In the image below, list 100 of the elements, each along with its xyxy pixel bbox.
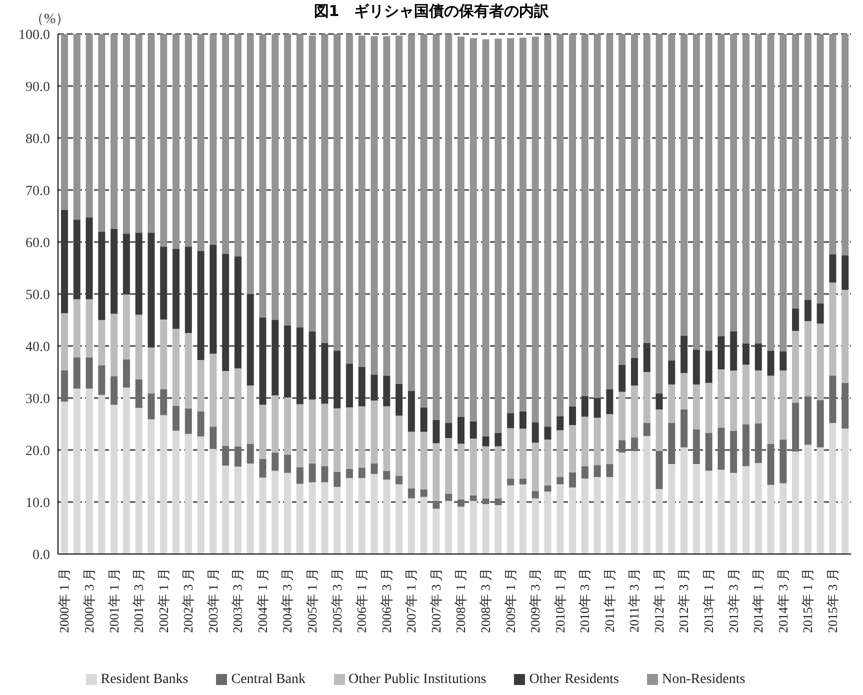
bar xyxy=(210,426,217,449)
bar xyxy=(148,232,155,348)
bar xyxy=(718,369,725,428)
bar xyxy=(730,34,738,332)
bar xyxy=(321,482,328,554)
bar xyxy=(135,408,142,554)
bar xyxy=(569,487,576,554)
y-tick-label: 20.0 xyxy=(26,444,50,459)
bar xyxy=(184,333,192,408)
bar xyxy=(234,256,242,368)
bar xyxy=(705,432,712,471)
bar xyxy=(98,365,106,395)
bar xyxy=(494,505,502,554)
bar xyxy=(432,508,440,554)
bar xyxy=(308,331,316,400)
bar xyxy=(197,436,204,554)
x-tick-label: 2004年 1 月 xyxy=(254,568,270,633)
bar xyxy=(135,232,142,315)
bar xyxy=(618,452,626,554)
bar xyxy=(532,498,539,554)
bar xyxy=(569,472,576,488)
bar xyxy=(420,34,428,408)
bar xyxy=(259,458,266,478)
bar xyxy=(86,218,93,300)
y-tick-label: 30.0 xyxy=(26,392,50,407)
bar xyxy=(284,325,292,398)
y-tick-label: 80.0 xyxy=(26,132,50,147)
bar xyxy=(507,478,514,486)
bar xyxy=(321,466,328,482)
bar xyxy=(160,389,168,416)
bar xyxy=(135,314,142,380)
bar xyxy=(272,452,279,471)
bar xyxy=(494,432,502,446)
bar xyxy=(420,407,428,432)
bar xyxy=(160,415,168,554)
bar xyxy=(482,504,490,554)
bar xyxy=(705,350,712,383)
bar xyxy=(73,357,80,389)
bar xyxy=(420,496,428,554)
bar xyxy=(135,379,142,408)
bar xyxy=(816,324,824,400)
bar xyxy=(210,34,217,245)
x-tick-label: 2002年 1 月 xyxy=(156,568,171,633)
bar xyxy=(458,416,464,444)
bar xyxy=(383,406,390,471)
bar xyxy=(259,404,266,459)
bar xyxy=(718,428,725,470)
bar xyxy=(383,470,390,480)
bar xyxy=(259,317,266,405)
bar xyxy=(234,446,242,467)
bar xyxy=(842,34,849,256)
bar xyxy=(432,443,440,501)
bar xyxy=(544,426,552,440)
legend-label: Other Residents xyxy=(529,672,620,687)
x-tick-label: 2005年 1 月 xyxy=(304,568,320,633)
bar xyxy=(680,34,688,336)
bar xyxy=(581,466,588,479)
bar xyxy=(842,290,849,383)
bar xyxy=(160,246,168,320)
bar xyxy=(606,34,614,390)
bar xyxy=(581,34,588,396)
bar xyxy=(284,34,292,326)
bar xyxy=(519,38,526,412)
bar xyxy=(668,464,676,554)
x-tick-label: 2012年 1 月 xyxy=(651,568,666,633)
bar xyxy=(383,36,390,376)
bar xyxy=(643,342,650,372)
bar xyxy=(532,36,539,422)
bar xyxy=(148,348,155,394)
x-tick-label: 2001年 1 月 xyxy=(106,568,122,633)
bar xyxy=(470,421,477,439)
bar xyxy=(816,447,824,554)
bar xyxy=(296,327,304,404)
bar xyxy=(222,370,230,446)
bar xyxy=(370,374,378,401)
bar xyxy=(692,34,700,350)
x-tick-label: 2011年 1 月 xyxy=(602,568,617,633)
y-tick-label: 60.0 xyxy=(26,236,50,251)
bar xyxy=(308,36,316,332)
bar xyxy=(110,314,118,376)
bar xyxy=(122,234,130,295)
bar xyxy=(110,229,118,314)
bar xyxy=(606,414,614,464)
bar xyxy=(184,246,192,333)
bar xyxy=(197,34,204,251)
bar xyxy=(334,472,341,487)
y-tick-label: 40.0 xyxy=(26,340,50,355)
bar xyxy=(494,38,502,433)
bar xyxy=(630,358,638,386)
bar xyxy=(160,34,168,247)
bar xyxy=(767,444,774,485)
bar xyxy=(630,438,638,452)
bar xyxy=(184,408,192,434)
bar xyxy=(61,370,68,402)
bar xyxy=(61,402,68,554)
bar xyxy=(494,498,502,506)
x-tick-label: 2009年 1 月 xyxy=(502,568,518,633)
x-tick-label: 2006年 3 月 xyxy=(378,568,394,633)
bar xyxy=(829,34,836,254)
bar xyxy=(98,394,106,554)
